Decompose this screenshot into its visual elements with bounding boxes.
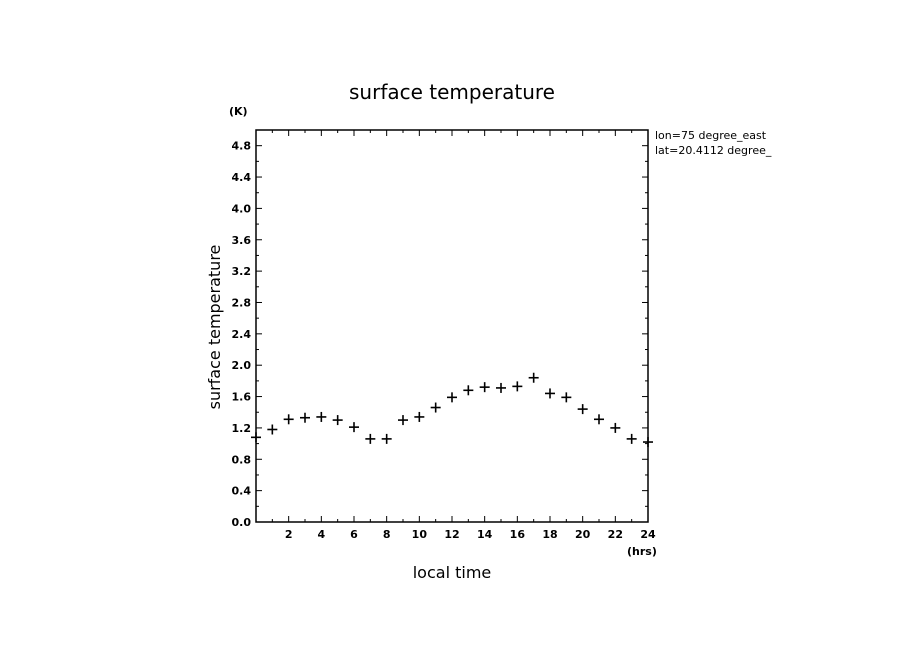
data-point bbox=[545, 388, 555, 399]
data-point bbox=[316, 411, 327, 422]
y-tick-label: 0.0 bbox=[232, 516, 252, 529]
x-tick-label: 18 bbox=[542, 528, 557, 541]
y-tick-label: 3.2 bbox=[232, 265, 252, 278]
y-tick-label: 2.4 bbox=[232, 328, 252, 341]
data-point bbox=[643, 437, 653, 448]
x-tick-label: 10 bbox=[412, 528, 428, 541]
data-points bbox=[251, 372, 653, 448]
y-tick-label: 3.6 bbox=[232, 234, 252, 247]
x-tick-label: 22 bbox=[608, 528, 623, 541]
y-tick-label: 2.0 bbox=[232, 359, 252, 372]
data-point bbox=[479, 382, 490, 393]
annotation-lat: lat=20.4112 degree_ bbox=[655, 144, 772, 157]
x-unit: (hrs) bbox=[627, 545, 657, 558]
data-point bbox=[561, 392, 572, 403]
data-point bbox=[332, 415, 343, 426]
y-tick-label: 4.8 bbox=[232, 140, 252, 153]
y-tick-label: 1.6 bbox=[232, 391, 252, 404]
annotation-lon: lon=75 degree_east bbox=[655, 129, 767, 142]
x-tick-label: 12 bbox=[444, 528, 459, 541]
data-point bbox=[496, 382, 506, 393]
chart-title: surface temperature bbox=[349, 80, 555, 104]
data-point bbox=[512, 381, 523, 392]
y-tick-label: 0.4 bbox=[232, 485, 252, 498]
x-tick-label: 16 bbox=[510, 528, 526, 541]
data-point bbox=[577, 404, 588, 415]
x-tick-label: 4 bbox=[318, 528, 326, 541]
data-point bbox=[430, 402, 441, 413]
data-point bbox=[381, 433, 392, 444]
x-tick-label: 2 bbox=[285, 528, 293, 541]
y-tick-label: 0.8 bbox=[232, 453, 252, 466]
plot-frame bbox=[255, 129, 649, 523]
data-point bbox=[349, 422, 359, 433]
x-tick-label: 20 bbox=[575, 528, 591, 541]
x-tick-label: 14 bbox=[477, 528, 493, 541]
x-tick-label: 8 bbox=[383, 528, 391, 541]
data-point bbox=[398, 415, 408, 426]
data-point bbox=[414, 411, 425, 422]
y-axis-label: surface temperature bbox=[205, 245, 224, 410]
y-tick-label: 2.8 bbox=[232, 296, 252, 309]
axis-ticks: 2 4 6 8 10 12 14 16 18 20 22 240.00.40.81.21.62.02.… bbox=[232, 129, 656, 541]
y-tick-label: 4.4 bbox=[232, 171, 252, 184]
x-tick-label: 6 bbox=[350, 528, 358, 541]
data-point bbox=[283, 414, 294, 425]
y-tick-label: 1.2 bbox=[232, 422, 252, 435]
data-point bbox=[251, 432, 261, 443]
x-axis-label: local time bbox=[413, 563, 492, 582]
data-point bbox=[626, 433, 637, 444]
data-point bbox=[528, 372, 539, 383]
y-tick-label: 4.0 bbox=[232, 202, 252, 215]
data-point bbox=[267, 424, 278, 435]
data-point bbox=[447, 392, 457, 403]
data-point bbox=[365, 433, 376, 444]
y-unit: (K) bbox=[229, 105, 248, 118]
data-point bbox=[594, 414, 604, 425]
x-tick-label: 24 bbox=[640, 528, 656, 541]
data-point bbox=[463, 385, 474, 396]
data-point bbox=[610, 422, 621, 433]
data-point bbox=[300, 412, 310, 423]
